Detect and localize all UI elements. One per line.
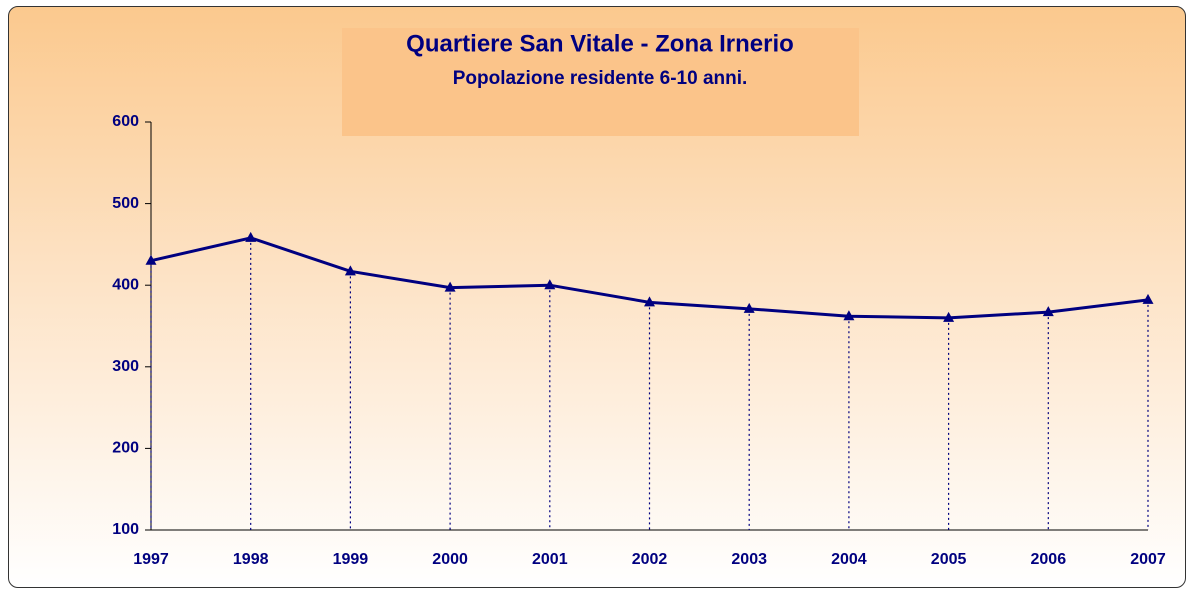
- y-tick-label: 600: [112, 113, 139, 130]
- chart-title: Quartiere San Vitale - Zona Irnerio: [406, 30, 794, 57]
- marker: [444, 281, 456, 292]
- chart-subtitle: Popolazione residente 6-10 anni.: [453, 68, 748, 89]
- x-tick-label: 2005: [931, 551, 967, 568]
- x-tick-label: 2001: [532, 551, 568, 568]
- marker: [544, 279, 556, 290]
- marker: [644, 296, 655, 307]
- x-tick-label: 1998: [233, 551, 269, 568]
- marker: [1042, 306, 1054, 317]
- x-tick-label: 2003: [731, 551, 767, 568]
- x-tick-label: 2004: [831, 551, 867, 568]
- x-tick-label: 1999: [333, 551, 369, 568]
- marker: [1142, 293, 1154, 304]
- x-tick-label: 2002: [632, 551, 668, 568]
- x-tick-label: 1997: [133, 551, 169, 568]
- y-tick-label: 100: [112, 521, 139, 538]
- title-box: [342, 28, 859, 136]
- marker: [843, 310, 855, 321]
- marker: [145, 254, 157, 265]
- x-tick-label: 2006: [1031, 551, 1067, 568]
- y-tick-label: 500: [112, 195, 139, 212]
- marker: [943, 311, 955, 322]
- marker: [245, 231, 257, 242]
- y-tick-label: 200: [112, 440, 139, 457]
- marker: [344, 265, 356, 276]
- y-tick-label: 400: [112, 276, 139, 293]
- y-tick-label: 300: [112, 358, 139, 375]
- x-tick-label: 2000: [432, 551, 468, 568]
- x-tick-label: 2007: [1130, 551, 1166, 568]
- marker: [743, 302, 755, 313]
